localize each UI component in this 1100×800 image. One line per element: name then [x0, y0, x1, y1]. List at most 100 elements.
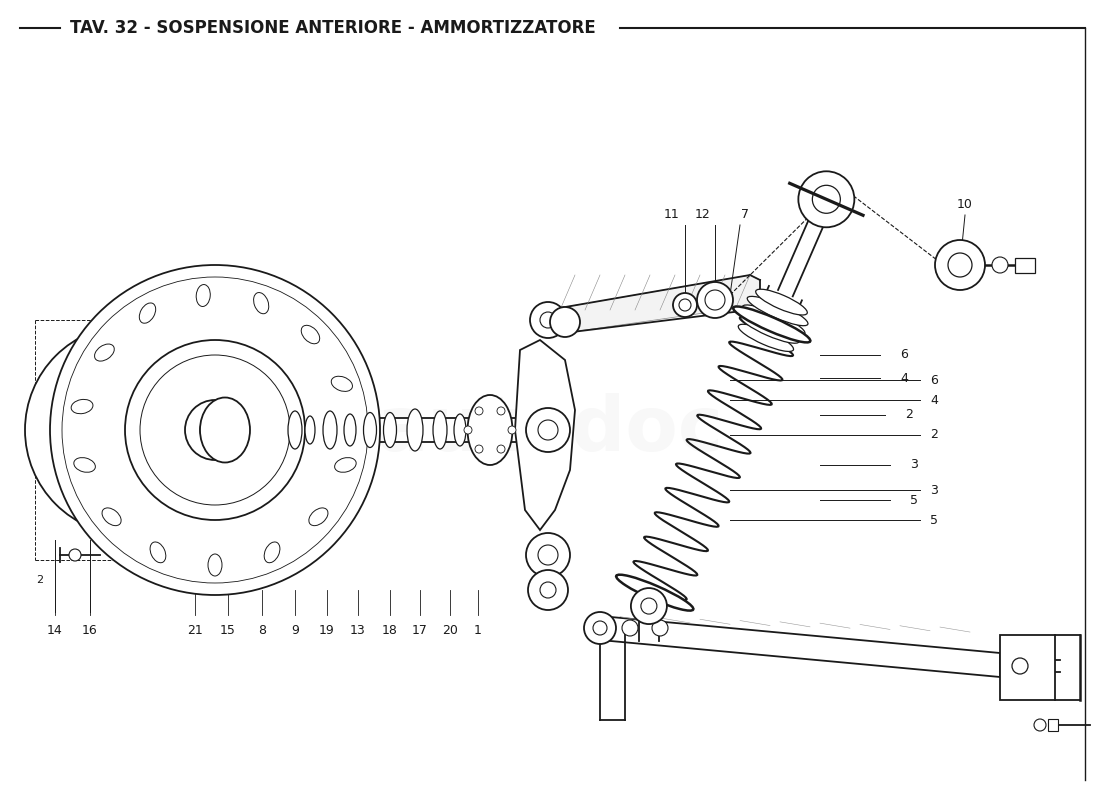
Circle shape — [125, 340, 305, 520]
Ellipse shape — [72, 399, 94, 414]
Circle shape — [526, 533, 570, 577]
Polygon shape — [515, 340, 575, 530]
Ellipse shape — [301, 326, 320, 344]
Text: 12: 12 — [695, 209, 711, 222]
Text: 20: 20 — [442, 623, 458, 637]
Ellipse shape — [747, 296, 808, 326]
Ellipse shape — [254, 293, 268, 314]
Text: 3: 3 — [930, 483, 938, 497]
Circle shape — [538, 545, 558, 565]
Circle shape — [538, 420, 558, 440]
Circle shape — [65, 383, 82, 401]
Circle shape — [464, 426, 472, 434]
Text: TAV. 32 - SOSPENSIONE ANTERIORE - AMMORTIZZATORE: TAV. 32 - SOSPENSIONE ANTERIORE - AMMORT… — [70, 19, 596, 37]
Circle shape — [540, 582, 556, 598]
Ellipse shape — [74, 458, 96, 472]
Ellipse shape — [196, 285, 210, 306]
Circle shape — [540, 312, 556, 328]
Circle shape — [550, 307, 580, 337]
Ellipse shape — [200, 398, 250, 462]
Circle shape — [69, 549, 81, 561]
Circle shape — [475, 445, 483, 453]
Circle shape — [497, 407, 505, 415]
Text: 14: 14 — [47, 623, 63, 637]
Ellipse shape — [323, 411, 337, 449]
Text: 11: 11 — [664, 209, 680, 222]
Ellipse shape — [305, 416, 315, 444]
Ellipse shape — [288, 411, 302, 449]
Text: 10: 10 — [957, 198, 972, 211]
Text: autodoc: autodoc — [376, 393, 724, 467]
Ellipse shape — [468, 395, 513, 465]
Text: 19: 19 — [319, 623, 334, 637]
Ellipse shape — [742, 305, 805, 335]
Circle shape — [697, 282, 733, 318]
Text: 6: 6 — [930, 374, 938, 386]
Ellipse shape — [309, 508, 328, 526]
Text: 21: 21 — [187, 623, 202, 637]
Circle shape — [948, 253, 972, 277]
Circle shape — [50, 265, 380, 595]
Circle shape — [679, 299, 691, 311]
Circle shape — [631, 588, 667, 624]
Polygon shape — [548, 275, 760, 335]
Circle shape — [140, 355, 290, 505]
Circle shape — [110, 410, 150, 450]
Ellipse shape — [616, 574, 693, 610]
Circle shape — [67, 463, 86, 481]
Circle shape — [508, 426, 516, 434]
Circle shape — [652, 620, 668, 636]
Circle shape — [200, 415, 230, 445]
Circle shape — [584, 612, 616, 644]
Ellipse shape — [208, 554, 222, 576]
Text: 8: 8 — [258, 623, 266, 637]
Circle shape — [641, 598, 657, 614]
Ellipse shape — [738, 324, 793, 351]
Text: 3: 3 — [910, 458, 917, 471]
Circle shape — [593, 621, 607, 635]
Ellipse shape — [150, 542, 166, 562]
Ellipse shape — [433, 411, 447, 449]
Text: 7: 7 — [741, 209, 749, 222]
Bar — [1000, 635, 1055, 700]
Ellipse shape — [454, 414, 466, 446]
Circle shape — [621, 620, 638, 636]
Ellipse shape — [334, 458, 356, 472]
Circle shape — [25, 325, 235, 535]
Ellipse shape — [734, 306, 811, 342]
Ellipse shape — [140, 303, 156, 323]
Ellipse shape — [384, 413, 396, 447]
Circle shape — [475, 407, 483, 415]
Circle shape — [1034, 719, 1046, 731]
Text: 6: 6 — [900, 349, 908, 362]
Circle shape — [140, 356, 157, 374]
Text: 15: 15 — [220, 623, 235, 637]
Ellipse shape — [344, 414, 356, 446]
Text: 18: 18 — [382, 623, 398, 637]
Circle shape — [62, 277, 369, 583]
Text: 5: 5 — [930, 514, 938, 526]
Circle shape — [144, 485, 163, 503]
Text: 13: 13 — [350, 623, 366, 637]
Circle shape — [80, 380, 180, 480]
Circle shape — [528, 570, 568, 610]
Ellipse shape — [407, 409, 424, 451]
Circle shape — [935, 240, 984, 290]
Circle shape — [812, 186, 840, 214]
Text: 2: 2 — [36, 575, 44, 585]
Circle shape — [189, 418, 207, 437]
Circle shape — [992, 257, 1008, 273]
Circle shape — [530, 302, 566, 338]
Ellipse shape — [331, 376, 352, 391]
Ellipse shape — [363, 413, 376, 447]
Circle shape — [799, 171, 855, 227]
Text: 4: 4 — [930, 394, 938, 406]
Ellipse shape — [102, 508, 121, 526]
Ellipse shape — [264, 542, 279, 562]
Circle shape — [705, 290, 725, 310]
Text: 9: 9 — [292, 623, 299, 637]
Circle shape — [673, 293, 697, 317]
Ellipse shape — [756, 289, 807, 315]
Bar — [1048, 719, 1058, 731]
Text: 2: 2 — [930, 429, 938, 442]
